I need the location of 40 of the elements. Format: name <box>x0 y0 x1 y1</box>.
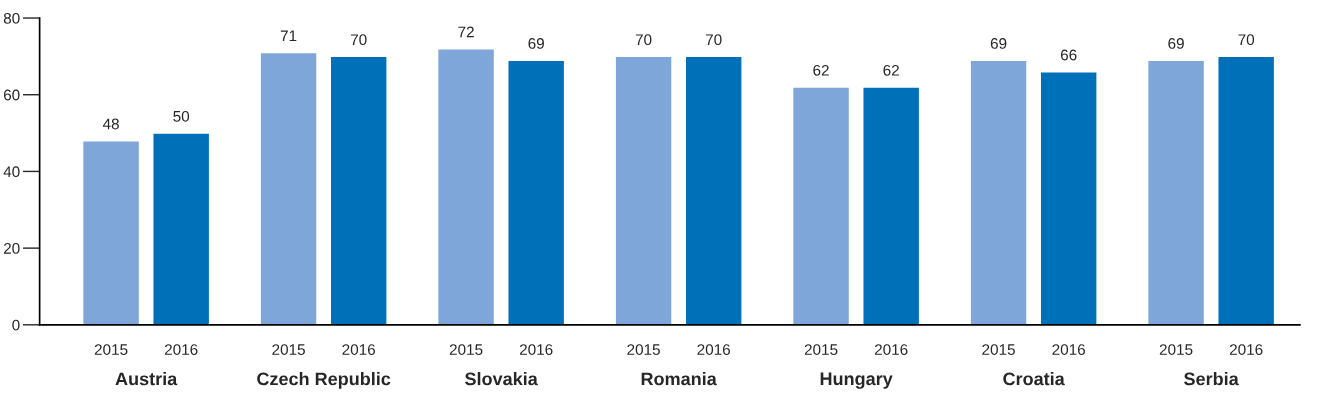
data-label: 69 <box>1168 38 1184 49</box>
data-label: 62 <box>883 64 899 76</box>
data-label: 69 <box>990 38 1007 49</box>
x-tick-label: Austria <box>115 372 178 386</box>
data-label: 50 <box>173 110 190 122</box>
text: 2016 <box>1052 344 1085 355</box>
text: 2015 <box>982 344 1015 355</box>
x-tick-label: Romania <box>641 372 717 386</box>
data-label: 72 <box>458 26 474 38</box>
series-label: 2015 <box>94 344 128 355</box>
series-label: 2016 <box>164 344 198 355</box>
text: 2015 <box>272 344 305 355</box>
text: 2016 <box>1229 344 1263 355</box>
data-label: 70 <box>1238 34 1255 46</box>
x-tick-label: Hungary <box>820 372 893 389</box>
data-label: 66 <box>1060 49 1077 61</box>
text: 2015 <box>627 344 660 355</box>
text: 2016 <box>874 344 908 355</box>
y-tick-label: 40 <box>3 166 20 178</box>
data-label: 70 <box>635 34 652 46</box>
text: 2015 <box>804 344 838 355</box>
data-label: 70 <box>350 34 367 46</box>
y-tick-label: 20 <box>3 242 20 254</box>
data-label: 71 <box>280 30 297 42</box>
y-tick-label: 0 <box>12 319 20 331</box>
data-label: 48 <box>102 118 119 130</box>
data-label: 69 <box>528 38 544 49</box>
x-tick-label: Czech Republic <box>257 372 391 389</box>
x-tick-label: Croatia <box>1003 372 1065 386</box>
text: 2016 <box>519 344 553 355</box>
y-tick-label: 60 <box>3 89 20 101</box>
text: 2015 <box>449 344 483 355</box>
text: 2016 <box>342 344 376 355</box>
text: 2016 <box>697 344 730 355</box>
x-tick-label: Slovakia <box>465 372 538 386</box>
text: 2015 <box>1159 344 1193 355</box>
y-tick-label: 80 <box>3 12 20 24</box>
data-label: 62 <box>813 64 829 76</box>
x-tick-label: Serbia <box>1184 372 1239 386</box>
data-label: 70 <box>705 34 722 46</box>
